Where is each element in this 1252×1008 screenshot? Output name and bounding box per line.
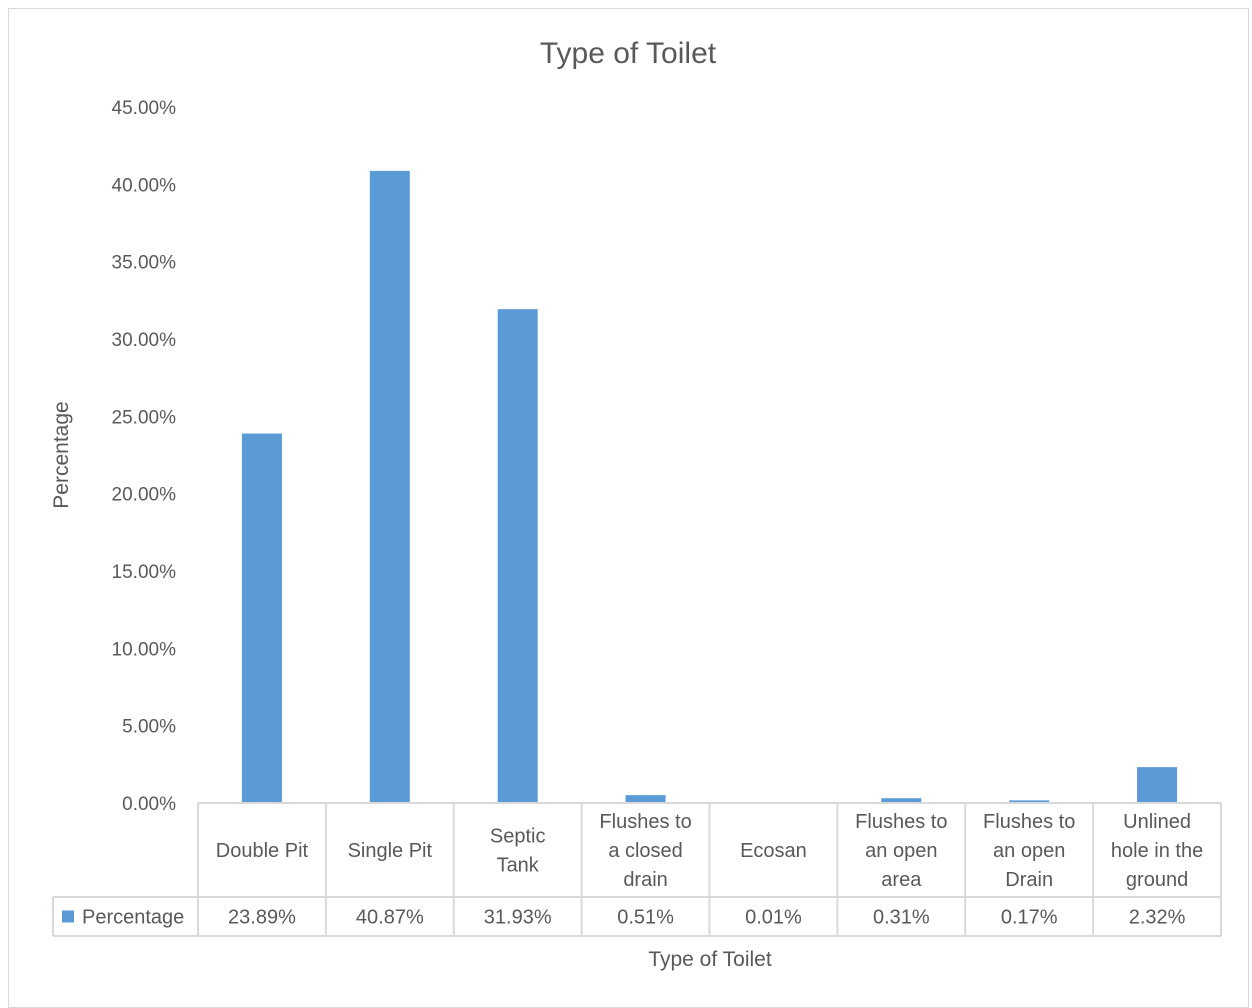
data-label: 40.87% [356, 907, 424, 929]
bar [370, 171, 410, 803]
data-label: 0.01% [745, 907, 802, 929]
bars [242, 171, 1177, 803]
bar [626, 795, 666, 803]
data-label: 31.93% [484, 907, 552, 929]
y-tick-label: 20.00% [112, 485, 177, 506]
data-label: 2.32% [1129, 907, 1186, 929]
y-tick-label: 30.00% [112, 330, 177, 351]
y-tick-label: 0.00% [122, 794, 176, 815]
x-tick-label: Double Pit [216, 840, 309, 862]
y-tick-label: 15.00% [112, 562, 177, 583]
data-label: 0.51% [617, 907, 674, 929]
data-label: 0.17% [1001, 907, 1058, 929]
chart-title: Type of Toilet [540, 37, 717, 70]
bar [1137, 767, 1177, 803]
x-tick-label: Ecosan [740, 840, 807, 862]
bar [242, 434, 282, 803]
x-axis-label: Type of Toilet [648, 948, 772, 971]
bar [498, 309, 538, 803]
y-tick-label: 35.00% [112, 253, 177, 274]
legend-swatch [62, 911, 74, 923]
x-tick-label: Single Pit [348, 840, 433, 862]
legend-label: Percentage [82, 907, 184, 929]
data-label: 0.31% [873, 907, 930, 929]
y-axis-label: Percentage [50, 401, 73, 508]
y-tick-label: 5.00% [122, 717, 176, 738]
y-axis-ticks: 0.00% 5.00% 10.00% 15.00% 20.00% 25.00% 30.00%… [112, 98, 177, 815]
data-label: 23.89% [228, 907, 296, 929]
y-tick-label: 45.00% [112, 98, 177, 119]
y-tick-label: 10.00% [112, 639, 177, 660]
y-tick-label: 25.00% [112, 407, 177, 428]
y-tick-label: 40.00% [112, 175, 177, 196]
